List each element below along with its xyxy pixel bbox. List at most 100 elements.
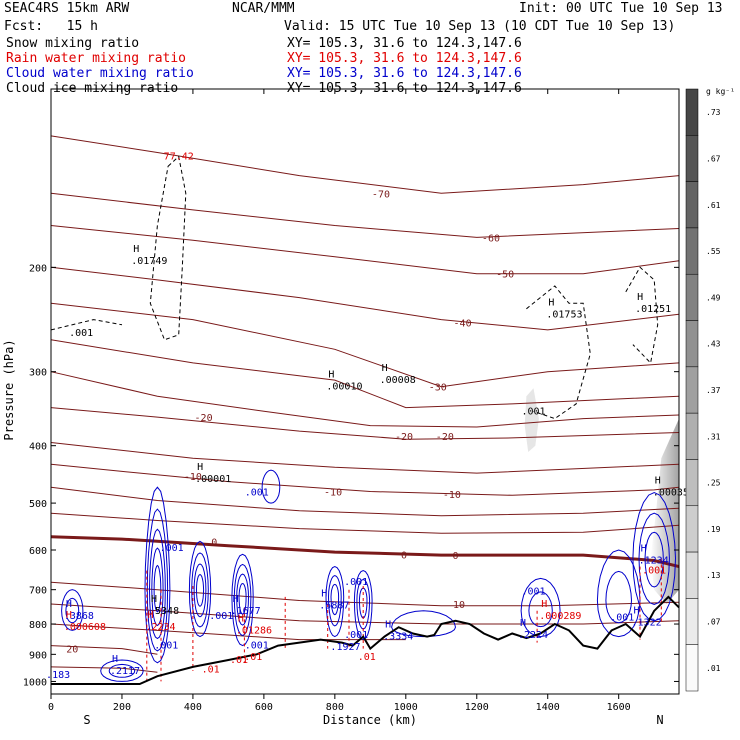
maximum-marker: H [66,599,72,610]
maximum-value: .01753 [546,309,582,320]
isotherm-label: 10 [453,600,465,611]
cloud-water-contour [231,553,254,647]
colorbar-segment [685,181,699,229]
isotherm-label: -60 [482,233,500,244]
snow-contour-mid [526,285,591,420]
contour-value-label: .001 [521,587,545,598]
maximum-value: .1677 [231,606,261,617]
isotherm-label: -10 [443,490,461,501]
forecast-hour: Fcst: 15 h [4,19,98,34]
y-tick-label: 200 [29,263,47,274]
cloud-water-contour [65,597,80,624]
colorbar-segment [685,459,699,507]
maximum-marker: H [151,594,157,605]
cloud-water-contour [261,469,281,504]
colorbar-segment [685,320,699,368]
cloud-water-contour [151,547,164,627]
x-endpoint-south: S [83,713,90,727]
isotherm-line [50,266,680,331]
maximum-marker: H [385,620,391,631]
cloud-water-contour [327,575,342,627]
colorbar-label: .73 [706,108,721,117]
x-endpoint-north: N [656,713,663,727]
cloud-water-contour [195,573,205,607]
colorbar-label: .55 [706,247,721,256]
isotherm-line [50,407,680,440]
cloud-water-contour [638,512,670,606]
field-snow-xy: XY= 105.3, 31.6 to 124.3,147.6 [287,36,522,51]
maximum-marker: H [548,297,554,308]
maximum-marker: H [133,244,139,255]
isotherm-label: -20 [436,432,454,443]
ice-shading-mid [524,388,539,452]
isotherm-label: -40 [454,319,472,330]
maximum-value: .5887 [319,601,349,612]
colorbar-label: .13 [706,571,721,580]
cloud-water-contour [238,582,247,615]
cloud-water-contour [605,570,633,624]
cloud-water-contour [356,578,371,630]
maximum-marker: H [541,599,547,610]
contour-value-label: .001 [154,641,178,652]
isotherm-line [50,645,158,655]
center-name: NCAR/MMM [232,1,295,16]
maximum-value: .3334 [383,632,413,643]
snow-contour-west [149,155,187,341]
y-tick-label: 300 [29,368,47,379]
cloud-water-contour [325,566,345,638]
colorbar-segment [685,505,699,553]
maximum-value: .3868 [64,611,94,622]
contour-value-label: .001 [521,406,545,417]
contour-value-label: .001 [245,641,269,652]
isotherm-line [50,225,680,275]
maximum-marker: H [321,589,327,600]
y-tick-label: 500 [29,499,47,510]
x-axis-label: Distance (km) [323,713,417,727]
x-tick-label: 1600 [607,702,631,713]
maximum-value: .2117 [110,666,140,677]
snow-contour-north [625,266,659,364]
isotherm-label: -20 [395,432,413,443]
maximum-value: .2224 [518,630,548,641]
colorbar-label: .43 [706,340,721,349]
snow-contour-edge [50,319,123,331]
colorbar-label: .31 [706,432,721,441]
isotherm-line [50,339,680,409]
colorbar-segment [685,366,699,414]
isotherm-line [50,666,158,673]
maximum-marker: H [520,618,526,629]
isotherm-label: -30 [429,383,447,394]
cloud-water-contour [353,570,373,641]
cloud-water-contour [596,549,641,638]
isotherm-line [50,442,680,474]
contour-value-label: .001 [610,613,634,624]
contour-value-label: .01 [358,652,376,663]
isotherm-label: 0 [452,551,458,562]
maximum-marker: H [233,594,239,605]
isotherm-line [50,371,680,428]
x-tick-label: 1000 [394,702,418,713]
plot-frame [50,88,680,695]
init-time: Init: 00 UTC Tue 10 Sep 13 [519,1,723,16]
isotherm-label: -20 [195,413,213,424]
terrain-line [51,595,680,685]
y-tick-label: 600 [29,546,47,557]
contour-value-label: .01 [230,655,248,666]
contour-value-label: .001 [344,577,368,588]
contour-value-label: .001 [245,488,269,499]
field-cloud-water-xy: XY= 105.3, 31.6 to 124.3,147.6 [287,66,522,81]
x-tick-label: 600 [255,702,273,713]
cloud-water-contour [188,540,212,638]
cloud-water-contour [520,577,561,638]
colorbar-segment [685,412,699,460]
cloud-water-contour [358,587,368,619]
maximum-value: .00008 [380,375,416,386]
valid-time: Valid: 15 UTC Tue 10 Sep 13 (10 CDT Tue … [284,19,676,34]
axes: 0 200 400 600 800 1000 1200 1400 160020030040050… [23,89,679,713]
colorbar-segment [685,227,699,275]
x-tick-label: 400 [184,702,202,713]
maximum-marker: H [641,544,647,555]
maximum-marker: H [655,476,661,487]
cloud-water-contour [144,486,171,664]
